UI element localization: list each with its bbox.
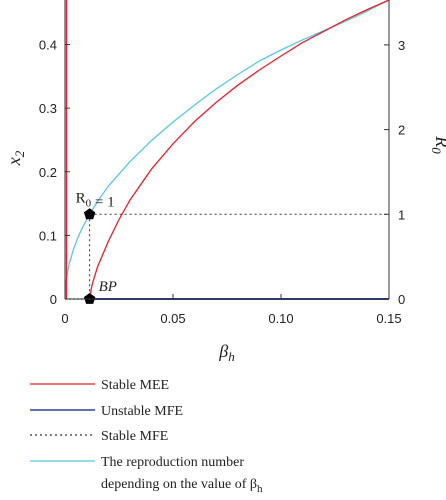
x-tick-label: 0: [61, 311, 68, 326]
y-right-tick-label: 2: [398, 123, 405, 138]
series-line-r0: [64, 0, 390, 300]
legend: Stable MEE Unstable MFE Stable MFE The repr…: [30, 378, 263, 495]
legend-label-r0-line2: depending on the value of βh: [101, 477, 263, 495]
x-tick-label: 0.05: [160, 311, 185, 326]
bp-marker: [83, 293, 96, 304]
bp-annotation: BP: [99, 279, 117, 295]
y-right-axis-title: R0: [429, 135, 446, 154]
y-left-tick-label: 0.2: [39, 165, 57, 180]
y-right-tick-label: 1: [398, 207, 405, 222]
axes: 0 0.05 0.10 0.15 0 0.1 0.2 0.3 0.4 0 1 2 3 βh x2 R0: [4, 0, 446, 364]
legend-label-stable-mee: Stable MEE: [101, 378, 169, 393]
x-tick-label: 0.10: [268, 311, 293, 326]
r0-marker: [83, 208, 96, 220]
y-left-tick-label: 0.3: [39, 101, 57, 116]
plot-area: R0 = 1 BP: [64, 0, 390, 304]
legend-label-r0-line1: The reproduction number: [101, 455, 244, 470]
y-left-axis-title: x2: [4, 150, 27, 166]
legend-label-unstable-mfe: Unstable MFE: [101, 404, 183, 419]
x-tick-label: 0.15: [376, 311, 401, 326]
y-right-tick-label: 0: [398, 292, 405, 307]
y-right-tick-label: 3: [398, 38, 405, 53]
y-left-tick-label: 0.4: [39, 38, 57, 53]
series-line-stable-mee: [88, 0, 390, 300]
y-left-tick-label: 0.1: [39, 228, 57, 243]
legend-label-stable-mfe: Stable MFE: [101, 429, 168, 444]
y-left-tick-label: 0: [50, 292, 57, 307]
r0-annotation: R0 = 1: [76, 190, 115, 210]
x-axis-title: βh: [218, 341, 234, 364]
